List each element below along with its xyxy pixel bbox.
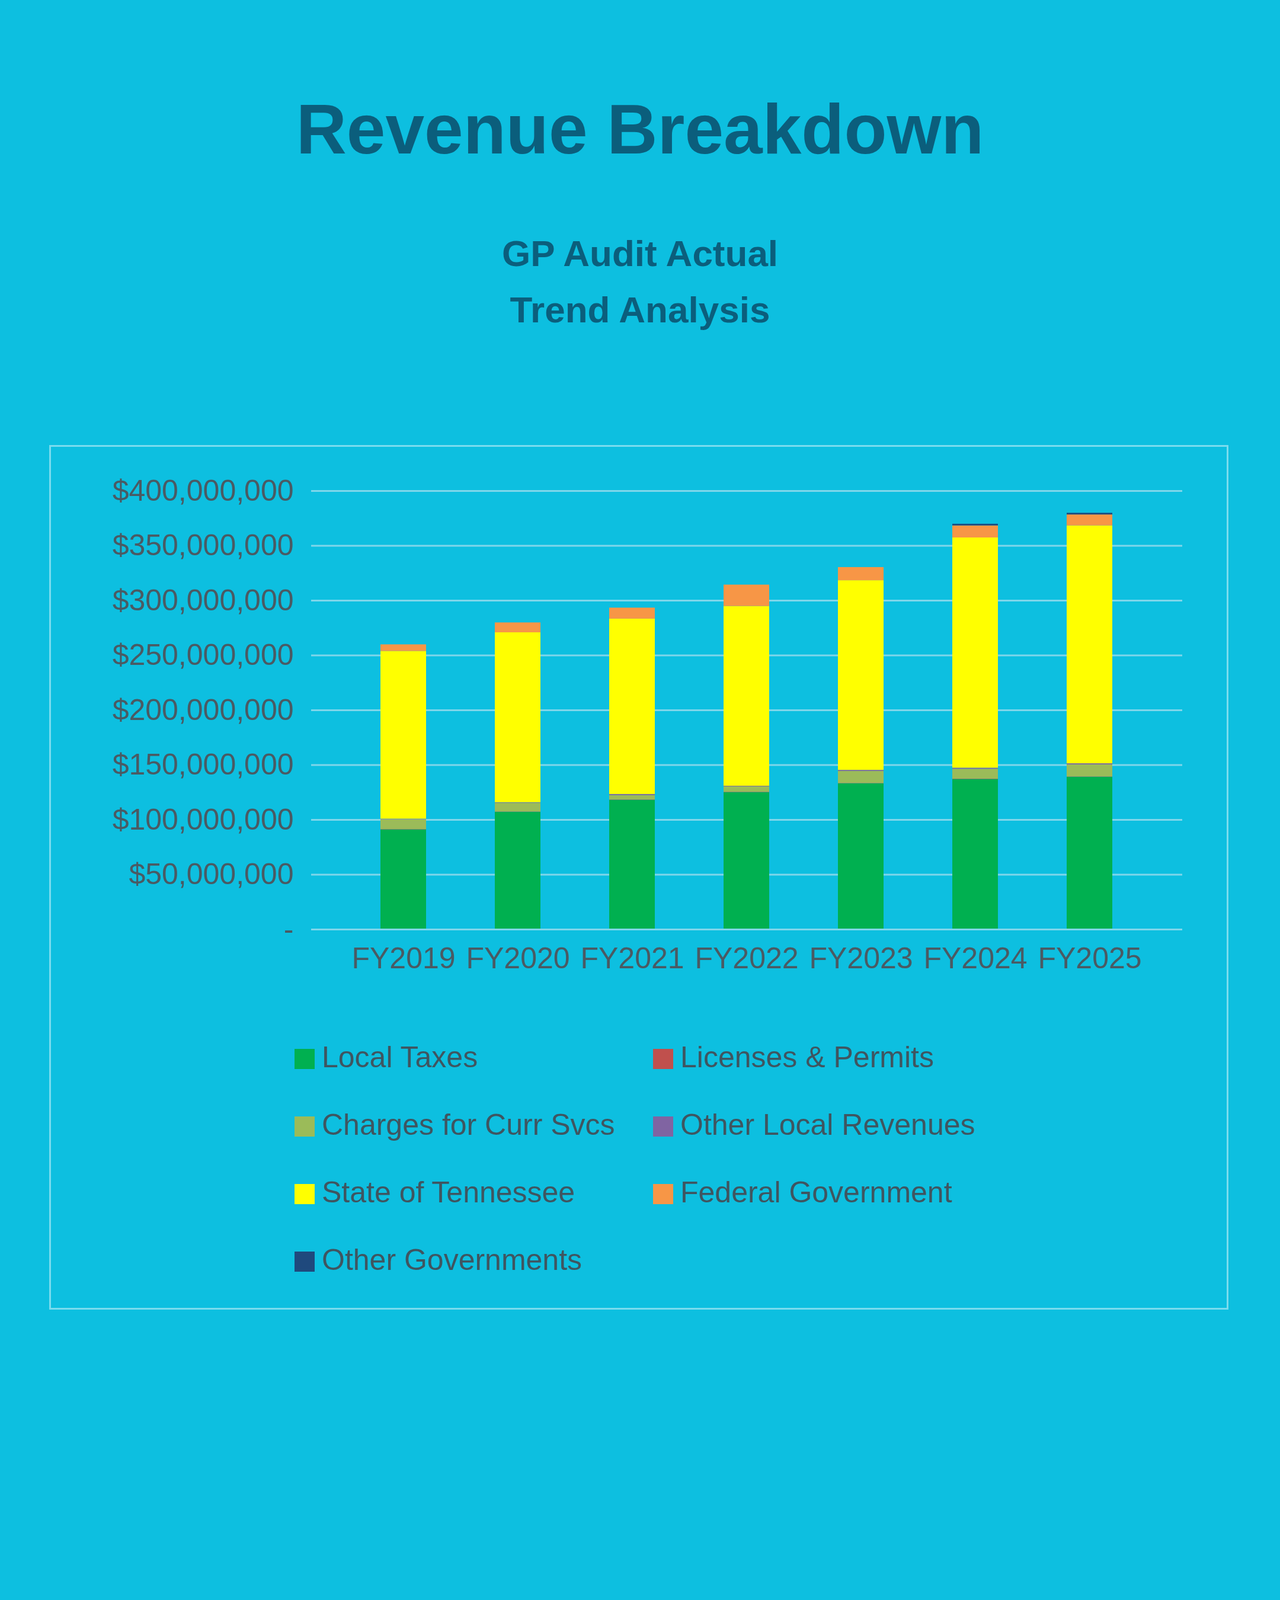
svg-text:FY2021: FY2021 <box>580 941 684 975</box>
svg-text:FY2025: FY2025 <box>1037 941 1142 975</box>
svg-text:FY2022: FY2022 <box>694 941 799 975</box>
html-text:Local Taxes: Local Taxes <box>321 1040 478 1074</box>
svg-text:FY2024: FY2024 <box>923 941 1027 975</box>
svg-text:$250,000,000: $250,000,000 <box>112 638 294 672</box>
svg-text:-: - <box>283 912 294 946</box>
svg-text:$350,000,000: $350,000,000 <box>112 528 294 562</box>
svg-text:FY2023: FY2023 <box>808 941 913 975</box>
svg-text:$100,000,000: $100,000,000 <box>112 802 294 837</box>
svg-text:FY2020: FY2020 <box>465 941 570 975</box>
svg-text:FY2019: FY2019 <box>351 941 456 975</box>
html-text:Charges for Curr Svcs: Charges for Curr Svcs <box>321 1108 615 1142</box>
html-text:Revenue Breakdown: Revenue Breakdown <box>296 90 984 169</box>
svg-text:$150,000,000: $150,000,000 <box>112 747 294 782</box>
svg-text:$200,000,000: $200,000,000 <box>112 693 294 727</box>
svg-text:$400,000,000: $400,000,000 <box>112 474 294 508</box>
html-text:Other Local Revenues: Other Local Revenues <box>680 1108 976 1142</box>
html-text:Federal Government: Federal Government <box>680 1175 952 1209</box>
svg-text:$300,000,000: $300,000,000 <box>112 583 294 617</box>
html-text:Other Governments: Other Governments <box>321 1243 582 1277</box>
html-text:GP Audit Actual Trend Analysis: GP Audit Actual Trend Analysis <box>501 232 779 331</box>
svg-text:$50,000,000: $50,000,000 <box>128 857 294 891</box>
html-text:State of Tennessee: State of Tennessee <box>321 1175 575 1209</box>
html-text:Licenses & Permits: Licenses & Permits <box>680 1040 934 1074</box>
